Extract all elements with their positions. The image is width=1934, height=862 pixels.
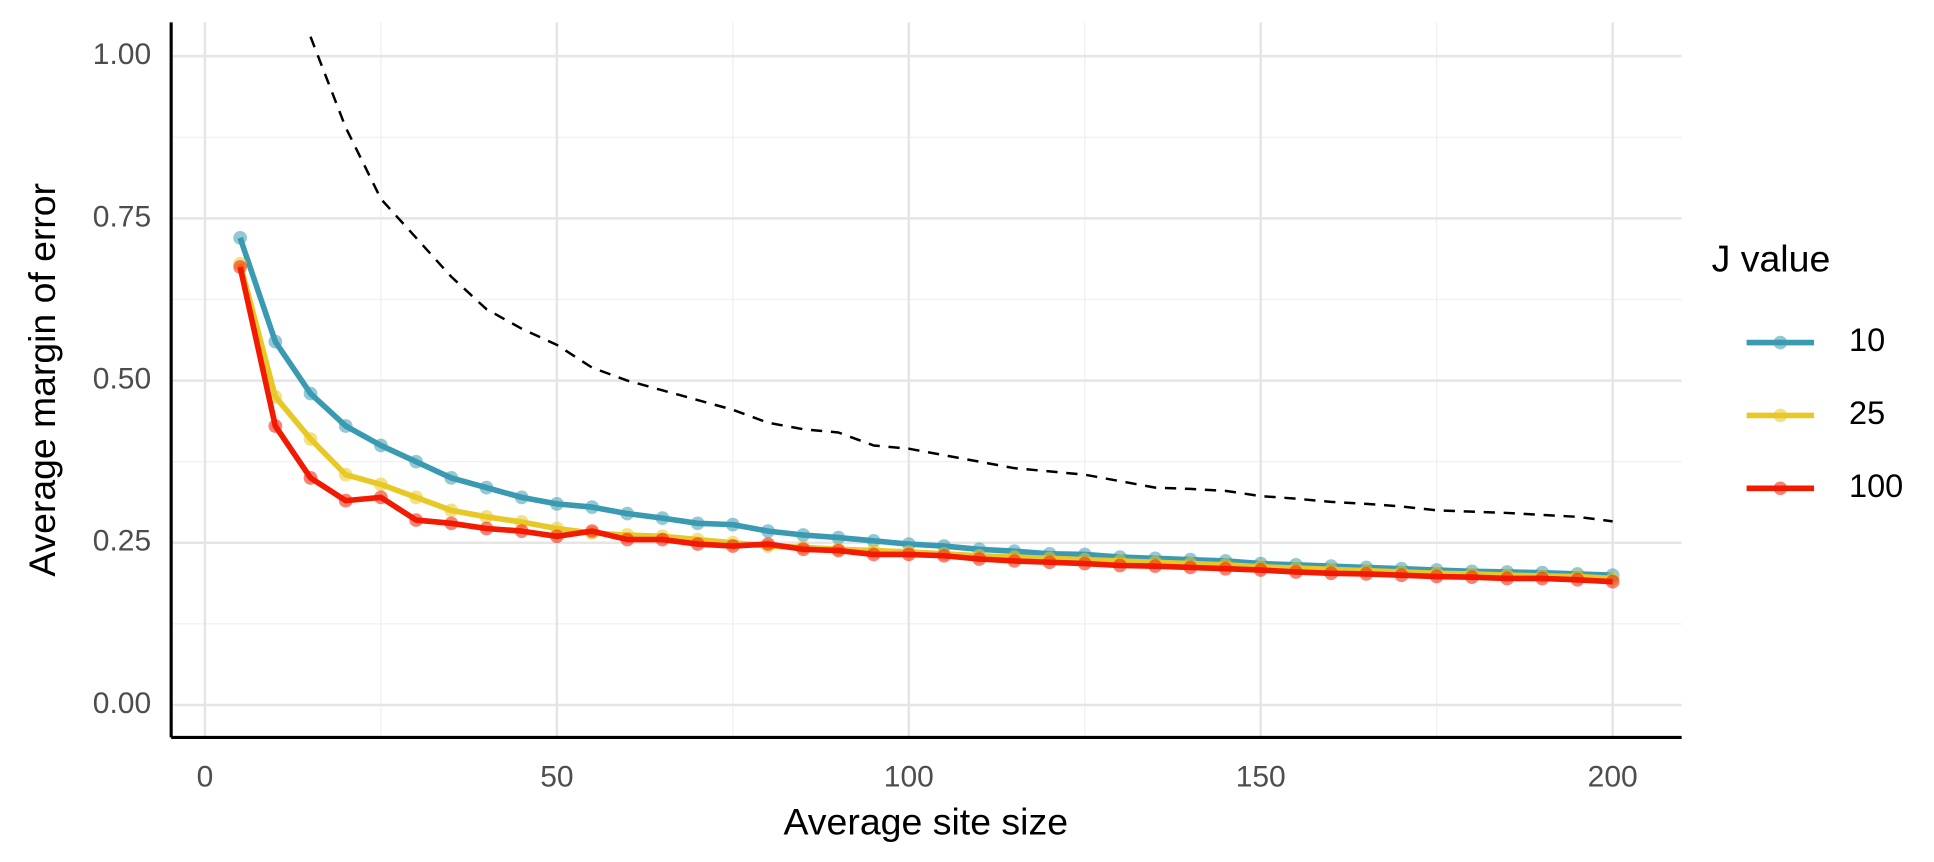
- data-point: [303, 432, 318, 446]
- y-tick-label: 0.75: [93, 200, 151, 233]
- data-point: [338, 419, 353, 433]
- data-point: [550, 529, 564, 544]
- legend-key-point: [1773, 481, 1788, 496]
- data-point: [444, 516, 459, 531]
- data-point: [1007, 554, 1022, 568]
- data-point: [761, 537, 775, 551]
- data-point: [972, 552, 987, 566]
- plot-area: [233, 36, 1620, 589]
- data-point: [1183, 560, 1198, 575]
- series-line: [237, 263, 1613, 582]
- data-point: [1500, 571, 1514, 586]
- data-point: [338, 493, 353, 508]
- data-point: [655, 532, 670, 547]
- data-point: [233, 260, 248, 274]
- legend-key-point: [1773, 335, 1788, 350]
- data-point: [514, 490, 529, 505]
- y-tick-label: 0.00: [93, 687, 151, 720]
- data-point: [444, 503, 459, 518]
- data-point: [1289, 565, 1303, 579]
- legend-label: 25: [1849, 395, 1885, 431]
- series-line: [237, 266, 1613, 585]
- data-point: [1394, 568, 1409, 583]
- x-tick-label: 50: [540, 760, 573, 793]
- data-point: [303, 386, 318, 401]
- data-point: [1465, 570, 1479, 585]
- data-point: [1113, 558, 1127, 573]
- x-axis-title: Average site size: [783, 801, 1068, 843]
- data-point: [1148, 559, 1163, 573]
- data-point: [1605, 574, 1620, 589]
- data-point: [514, 524, 529, 538]
- grid: [171, 22, 1682, 738]
- data-point: [374, 438, 388, 453]
- x-tick-label: 150: [1236, 760, 1286, 793]
- data-point: [233, 230, 248, 245]
- data-point: [831, 543, 846, 558]
- data-point: [866, 547, 881, 562]
- x-tick-label: 0: [197, 760, 214, 793]
- data-point: [409, 490, 423, 505]
- y-axis-title: Average margin of error: [21, 183, 63, 577]
- data-point: [585, 524, 599, 538]
- data-point: [1570, 572, 1585, 587]
- data-point: [796, 542, 811, 557]
- data-point: [479, 480, 494, 495]
- y-tick-label: 1.00: [93, 38, 151, 71]
- reference-line: [309, 36, 1613, 523]
- data-point: [1324, 566, 1338, 581]
- data-point: [374, 477, 388, 492]
- data-point: [796, 528, 811, 542]
- data-point: [831, 530, 846, 545]
- data-point: [937, 548, 951, 563]
- data-point: [550, 497, 564, 511]
- data-point: [690, 537, 705, 551]
- data-point: [1042, 555, 1057, 570]
- data-point: [374, 490, 388, 505]
- data-point: [655, 511, 670, 525]
- data-point: [1429, 569, 1444, 584]
- data-point: [479, 521, 494, 536]
- data-point: [866, 533, 881, 548]
- data-point: [1253, 563, 1268, 577]
- data-point: [620, 532, 635, 547]
- data-point: [1359, 567, 1374, 581]
- y-tick-label: 0.50: [93, 363, 151, 396]
- data-point: [268, 419, 283, 433]
- data-point: [620, 506, 635, 521]
- data-point: [725, 517, 740, 532]
- data-point: [409, 513, 423, 527]
- data-point: [338, 467, 353, 482]
- legend: 10 25 100: [1746, 322, 1903, 504]
- legend-key-point: [1773, 408, 1788, 423]
- legend-label: 10: [1849, 322, 1885, 358]
- data-point: [409, 454, 423, 469]
- data-point: [479, 509, 494, 524]
- legend-title: J value: [1712, 238, 1831, 280]
- data-point: [761, 524, 775, 538]
- legend-label: 100: [1849, 468, 1903, 504]
- data-point: [1218, 561, 1233, 576]
- y-tick-label: 0.25: [93, 525, 151, 558]
- data-point: [268, 334, 283, 349]
- data-point: [1077, 556, 1092, 571]
- x-tick-label: 100: [884, 760, 934, 793]
- x-tick-label: 200: [1588, 760, 1638, 793]
- series-line: [237, 236, 1613, 579]
- data-point: [585, 500, 599, 514]
- data-point: [1535, 571, 1550, 586]
- data-point: [690, 516, 705, 531]
- data-point: [444, 471, 459, 485]
- data-point: [901, 547, 916, 562]
- data-point: [725, 539, 740, 553]
- data-point: [303, 471, 318, 485]
